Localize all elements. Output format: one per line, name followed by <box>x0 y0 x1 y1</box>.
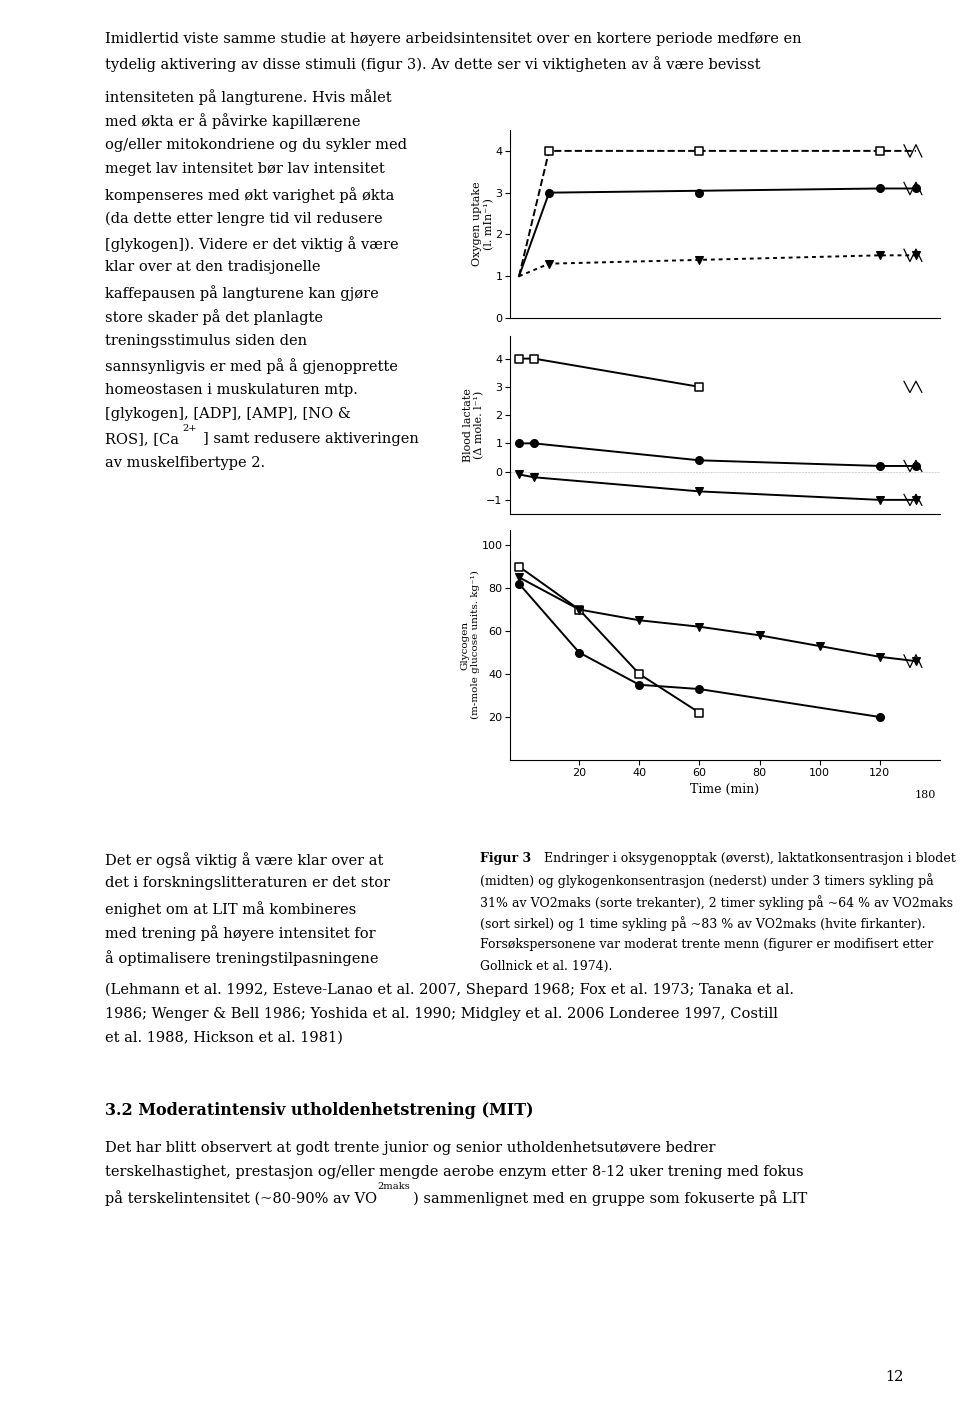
Point <box>632 610 647 632</box>
Point <box>512 566 527 589</box>
Text: det i forskningslitteraturen er det stor: det i forskningslitteraturen er det stor <box>105 877 390 890</box>
Point <box>908 455 924 477</box>
Text: tydelig aktivering av disse stimuli (figur 3). Av dette ser vi viktigheten av å : tydelig aktivering av disse stimuli (fig… <box>105 56 760 72</box>
Text: på terskelintensitet (~80-90% av VO: på terskelintensitet (~80-90% av VO <box>105 1190 377 1205</box>
Text: Gollnick et al. 1974).: Gollnick et al. 1974). <box>480 959 612 973</box>
Text: kompenseres med økt varighet på økta: kompenseres med økt varighet på økta <box>105 187 395 203</box>
Text: og/eller mitokondriene og du sykler med: og/eller mitokondriene og du sykler med <box>105 138 407 152</box>
Text: store skader på det planlagte: store skader på det planlagte <box>105 310 323 325</box>
Point <box>908 650 924 673</box>
Text: ] samt redusere aktiveringen: ] samt redusere aktiveringen <box>203 432 419 446</box>
Text: (midten) og glykogenkonsentrasjon (nederst) under 3 timers sykling på: (midten) og glykogenkonsentrasjon (neder… <box>480 873 934 888</box>
Point <box>692 480 708 503</box>
Point <box>692 182 708 204</box>
Text: klar over at den tradisjonelle: klar over at den tradisjonelle <box>105 260 321 275</box>
Text: 180: 180 <box>914 790 936 800</box>
Point <box>541 182 557 204</box>
Point <box>752 624 767 646</box>
Text: homeostasen i muskulaturen mtp.: homeostasen i muskulaturen mtp. <box>105 383 358 397</box>
Point <box>512 432 527 455</box>
Point <box>541 139 557 162</box>
Point <box>812 635 828 658</box>
Point <box>692 615 708 638</box>
Point <box>873 489 888 511</box>
Point <box>632 663 647 686</box>
Point <box>512 348 527 370</box>
Y-axis label: Oxygen uptake
(l. mIn⁻¹): Oxygen uptake (l. mIn⁻¹) <box>472 182 493 266</box>
Text: (sort sirkel) og 1 time sykling på ~83 % av VO2maks (hvite firkanter).: (sort sirkel) og 1 time sykling på ~83 %… <box>480 917 925 931</box>
Text: 2+: 2+ <box>182 424 197 432</box>
Point <box>873 455 888 477</box>
Point <box>541 252 557 275</box>
Point <box>632 673 647 696</box>
Text: 1986; Wenger & Bell 1986; Yoshida et al. 1990; Midgley et al. 2006 Londeree 1997: 1986; Wenger & Bell 1986; Yoshida et al.… <box>105 1007 778 1021</box>
Point <box>873 645 888 667</box>
Text: Figur 3: Figur 3 <box>480 852 531 865</box>
Text: Imidlertid viste samme studie at høyere arbeidsintensitet over en kortere period: Imidlertid viste samme studie at høyere … <box>105 32 802 46</box>
Text: 3.2 Moderatintensiv utholdenhetstrening (MIT): 3.2 Moderatintensiv utholdenhetstrening … <box>105 1101 534 1118</box>
Text: 31% av VO2maks (sorte trekanter), 2 timer sykling på ~64 % av VO2maks: 31% av VO2maks (sorte trekanter), 2 time… <box>480 895 953 910</box>
Point <box>873 705 888 728</box>
Point <box>692 677 708 700</box>
Text: [glykogen]). Videre er det viktig å være: [glykogen]). Videre er det viktig å være <box>105 235 398 252</box>
Point <box>908 177 924 200</box>
Text: med trening på høyere intensitet for: med trening på høyere intensitet for <box>105 925 375 942</box>
Point <box>692 248 708 270</box>
Text: treningsstimulus siden den: treningsstimulus siden den <box>105 334 307 348</box>
Text: (Lehmann et al. 1992, Esteve-Lanao et al. 2007, Shepard 1968; Fox et al. 1973; T: (Lehmann et al. 1992, Esteve-Lanao et al… <box>105 983 794 997</box>
Point <box>873 139 888 162</box>
Y-axis label: Glycogen
(m-mole glucose units. kg⁻¹): Glycogen (m-mole glucose units. kg⁻¹) <box>461 570 480 719</box>
Y-axis label: Blood lactate
(Δ mole. l⁻¹): Blood lactate (Δ mole. l⁻¹) <box>463 389 485 462</box>
Point <box>692 449 708 472</box>
Text: enighet om at LIT må kombineres: enighet om at LIT må kombineres <box>105 901 356 917</box>
Point <box>908 244 924 266</box>
Text: sannsynligvis er med på å gjenopprette: sannsynligvis er med på å gjenopprette <box>105 358 397 375</box>
Point <box>526 348 541 370</box>
Point <box>692 139 708 162</box>
X-axis label: Time (min): Time (min) <box>690 783 759 796</box>
Point <box>512 573 527 596</box>
Point <box>692 376 708 398</box>
Text: 2maks: 2maks <box>377 1181 410 1191</box>
Text: et al. 1988, Hickson et al. 1981): et al. 1988, Hickson et al. 1981) <box>105 1031 343 1045</box>
Point <box>908 489 924 511</box>
Text: Forsøkspersonene var moderat trente menn (figurer er modifisert etter: Forsøkspersonene var moderat trente menn… <box>480 938 933 950</box>
Text: med økta er å påvirke kapillærene: med økta er å påvirke kapillærene <box>105 113 361 130</box>
Point <box>692 701 708 724</box>
Text: ) sammenlignet med en gruppe som fokuserte på LIT: ) sammenlignet med en gruppe som fokuser… <box>413 1190 807 1205</box>
Point <box>512 463 527 486</box>
Text: [glykogen], [ADP], [AMP], [NO &: [glykogen], [ADP], [AMP], [NO & <box>105 407 350 421</box>
Point <box>526 432 541 455</box>
Text: meget lav intensitet bør lav intensitet: meget lav intensitet bør lav intensitet <box>105 162 385 176</box>
Text: 12: 12 <box>885 1370 903 1384</box>
Point <box>571 641 587 663</box>
Text: intensiteten på langturene. Hvis målet: intensiteten på langturene. Hvis målet <box>105 89 392 104</box>
Text: (da dette etter lengre tid vil redusere: (da dette etter lengre tid vil redusere <box>105 211 383 225</box>
Point <box>512 555 527 577</box>
Text: Det er også viktig å være klar over at: Det er også viktig å være klar over at <box>105 852 383 867</box>
Point <box>571 598 587 621</box>
Text: av muskelfibertype 2.: av muskelfibertype 2. <box>105 456 265 470</box>
Text: å optimalisere treningstilpasningene: å optimalisere treningstilpasningene <box>105 950 378 966</box>
Text: ROS], [Ca: ROS], [Ca <box>105 432 179 446</box>
Text: Det har blitt observert at godt trente junior og senior utholdenhetsutøvere bedr: Det har blitt observert at godt trente j… <box>105 1140 715 1155</box>
Point <box>873 244 888 266</box>
Text: Endringer i oksygenopptak (øverst), laktatkonsentrasjon i blodet: Endringer i oksygenopptak (øverst), lakt… <box>540 852 956 865</box>
Point <box>571 598 587 621</box>
Text: kaffepausen på langturene kan gjøre: kaffepausen på langturene kan gjøre <box>105 284 379 300</box>
Text: terskelhastighet, prestasjon og/eller mengde aerobe enzym etter 8-12 uker trenin: terskelhastighet, prestasjon og/eller me… <box>105 1166 804 1180</box>
Point <box>873 177 888 200</box>
Point <box>526 466 541 489</box>
